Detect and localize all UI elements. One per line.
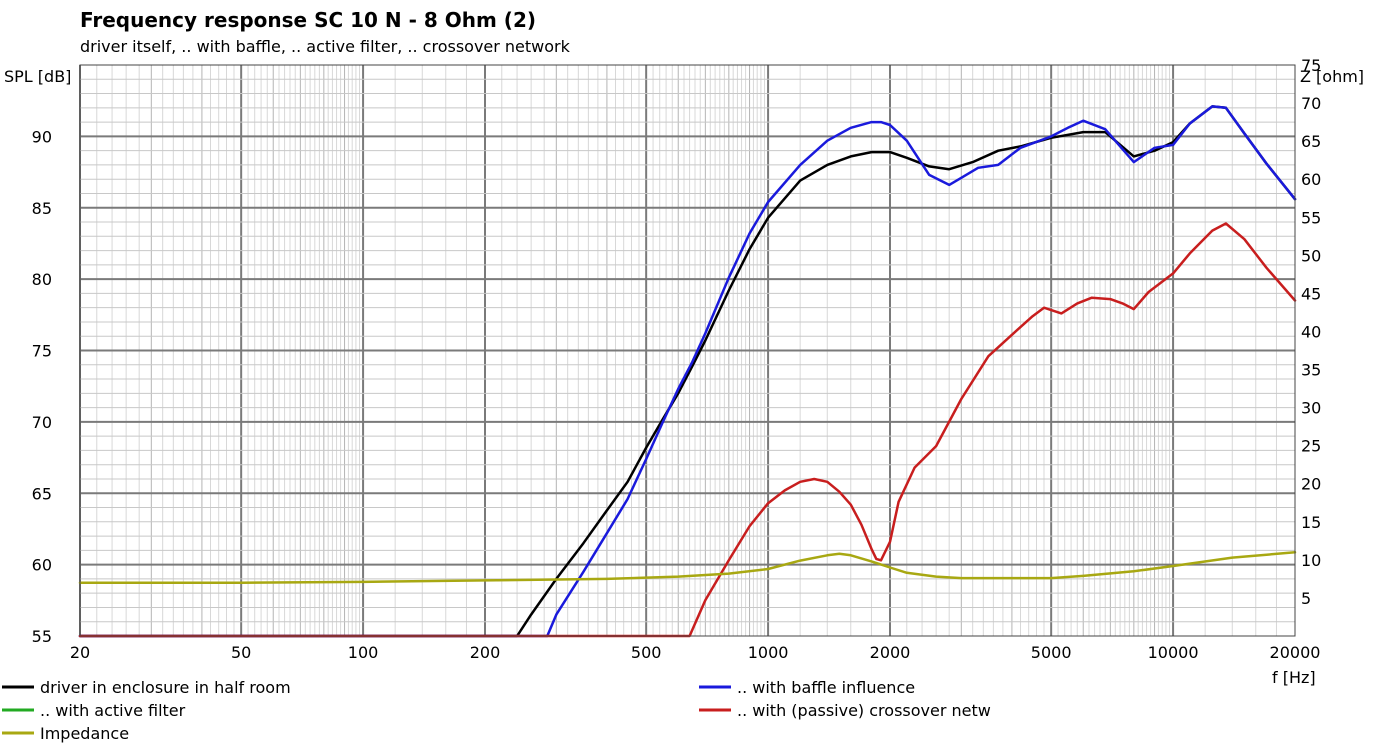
y-tick-label: 60	[32, 556, 52, 575]
y2-tick-label: 30	[1301, 399, 1321, 418]
x-tick-label: 5000	[1031, 643, 1072, 662]
x-tick-label: 20000	[1270, 643, 1321, 662]
y-tick-label: 75	[32, 342, 52, 361]
legend-label-0: driver in enclosure in half room	[40, 678, 291, 697]
x-tick-label: 2000	[870, 643, 911, 662]
legend-label-1: .. with baffle influence	[737, 678, 915, 697]
series-line-3	[78, 222, 1297, 638]
y-tick-label: 65	[32, 484, 52, 503]
y2-tick-label: 50	[1301, 246, 1321, 265]
x-axis-title: f [Hz]	[1272, 668, 1316, 687]
y2-tick-label: 60	[1301, 170, 1321, 189]
x-tick-label: 10000	[1148, 643, 1199, 662]
tick-labels: 20 50 100 200 500 1000 2000 5000 10000 20000 55 60 6…	[32, 56, 1322, 662]
y2-tick-label: 25	[1301, 437, 1321, 456]
grid	[79, 65, 1295, 636]
legend-label-4: Impedance	[40, 724, 129, 743]
y-tick-label: 55	[32, 627, 52, 646]
y-tick-label: 70	[32, 413, 52, 432]
y2-tick-label: 45	[1301, 284, 1321, 303]
y2-tick-label: 15	[1301, 513, 1321, 532]
chart-subtitle: driver itself, .. with baffle, .. active…	[80, 37, 571, 56]
legend-label-3: .. with (passive) crossover netw	[737, 701, 991, 720]
x-tick-label: 200	[470, 643, 501, 662]
series-lines	[78, 105, 1297, 638]
y2-tick-label: 65	[1301, 132, 1321, 151]
chart-title: Frequency response SC 10 N - 8 Ohm (2)	[80, 8, 536, 32]
y2-tick-label: 75	[1301, 56, 1321, 75]
y-tick-label: 85	[32, 199, 52, 218]
y2-tick-label: 35	[1301, 361, 1321, 380]
y2-tick-label: 20	[1301, 475, 1321, 494]
x-tick-label: 100	[348, 643, 379, 662]
y-tick-label: 80	[32, 270, 52, 289]
legend: driver in enclosure in half room .. with …	[2, 678, 991, 743]
y2-tick-label: 10	[1301, 551, 1321, 570]
y2-axis-title: Z [ohm]	[1300, 67, 1364, 86]
x-tick-label: 20	[70, 643, 90, 662]
legend-label-2: .. with active filter	[40, 701, 186, 720]
y2-tick-label: 70	[1301, 94, 1321, 113]
x-tick-label: 500	[631, 643, 662, 662]
series-line-0	[78, 105, 1297, 638]
series-line-1	[78, 105, 1297, 638]
x-tick-label: 1000	[748, 643, 789, 662]
y-axis-title: SPL [dB]	[4, 67, 71, 86]
y2-tick-label: 40	[1301, 322, 1321, 341]
y2-tick-label: 55	[1301, 208, 1321, 227]
y2-tick-label: 5	[1301, 589, 1311, 608]
x-tick-label: 50	[231, 643, 251, 662]
y-tick-label: 90	[32, 127, 52, 146]
plot-frame	[79, 64, 1296, 637]
series-line-4	[78, 551, 1297, 584]
